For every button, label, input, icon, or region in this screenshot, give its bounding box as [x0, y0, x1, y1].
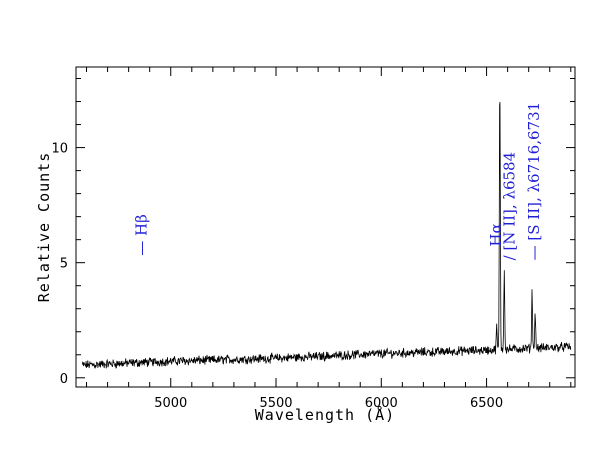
tick-labels: 5000 5500 6000 6500 0 5 10 — [51, 142, 503, 411]
annotation-2: / [N II], λ6584 — [501, 152, 519, 261]
annotation-text: Hα — [487, 223, 505, 246]
y-tick-label: 0 — [60, 372, 68, 387]
x-axis-title: Wavelength (Å) — [255, 405, 395, 424]
annotation-0: — Hβ — [132, 214, 150, 256]
annotation-label: / [N II], λ6584 — [501, 152, 519, 261]
annotation-marker: — — [525, 241, 543, 261]
annotation-label: Hα — [487, 223, 505, 246]
plot-frame — [75, 66, 576, 388]
annotation-marker: / — [501, 251, 519, 261]
annotation-text: [S II], λ6716,6731 — [525, 102, 543, 241]
axis-ticks — [76, 67, 575, 387]
x-tick-label: 6000 — [365, 396, 398, 411]
x-tick-label: 5000 — [154, 396, 187, 411]
x-tick-label: 5500 — [259, 396, 292, 411]
annotation-1: Hα — [487, 223, 505, 246]
line-annotations: — Hβ Hα/ [N II], λ6584— [S II], λ6716,673… — [132, 102, 542, 261]
annotation-text: [N II], λ6584 — [501, 152, 519, 251]
annotation-3: — [S II], λ6716,6731 — [525, 102, 543, 261]
annotation-label: — Hβ — [132, 214, 150, 256]
annotation-label: — [S II], λ6716,6731 — [525, 102, 543, 261]
annotation-text: Hβ — [132, 214, 150, 236]
annotation-marker: — — [132, 236, 150, 256]
y-tick-label: 5 — [60, 257, 68, 272]
spectrum-line — [81, 102, 572, 370]
x-tick-label: 6500 — [470, 396, 503, 411]
y-tick-label: 10 — [51, 142, 68, 157]
y-axis-title: Relative Counts — [35, 152, 53, 302]
